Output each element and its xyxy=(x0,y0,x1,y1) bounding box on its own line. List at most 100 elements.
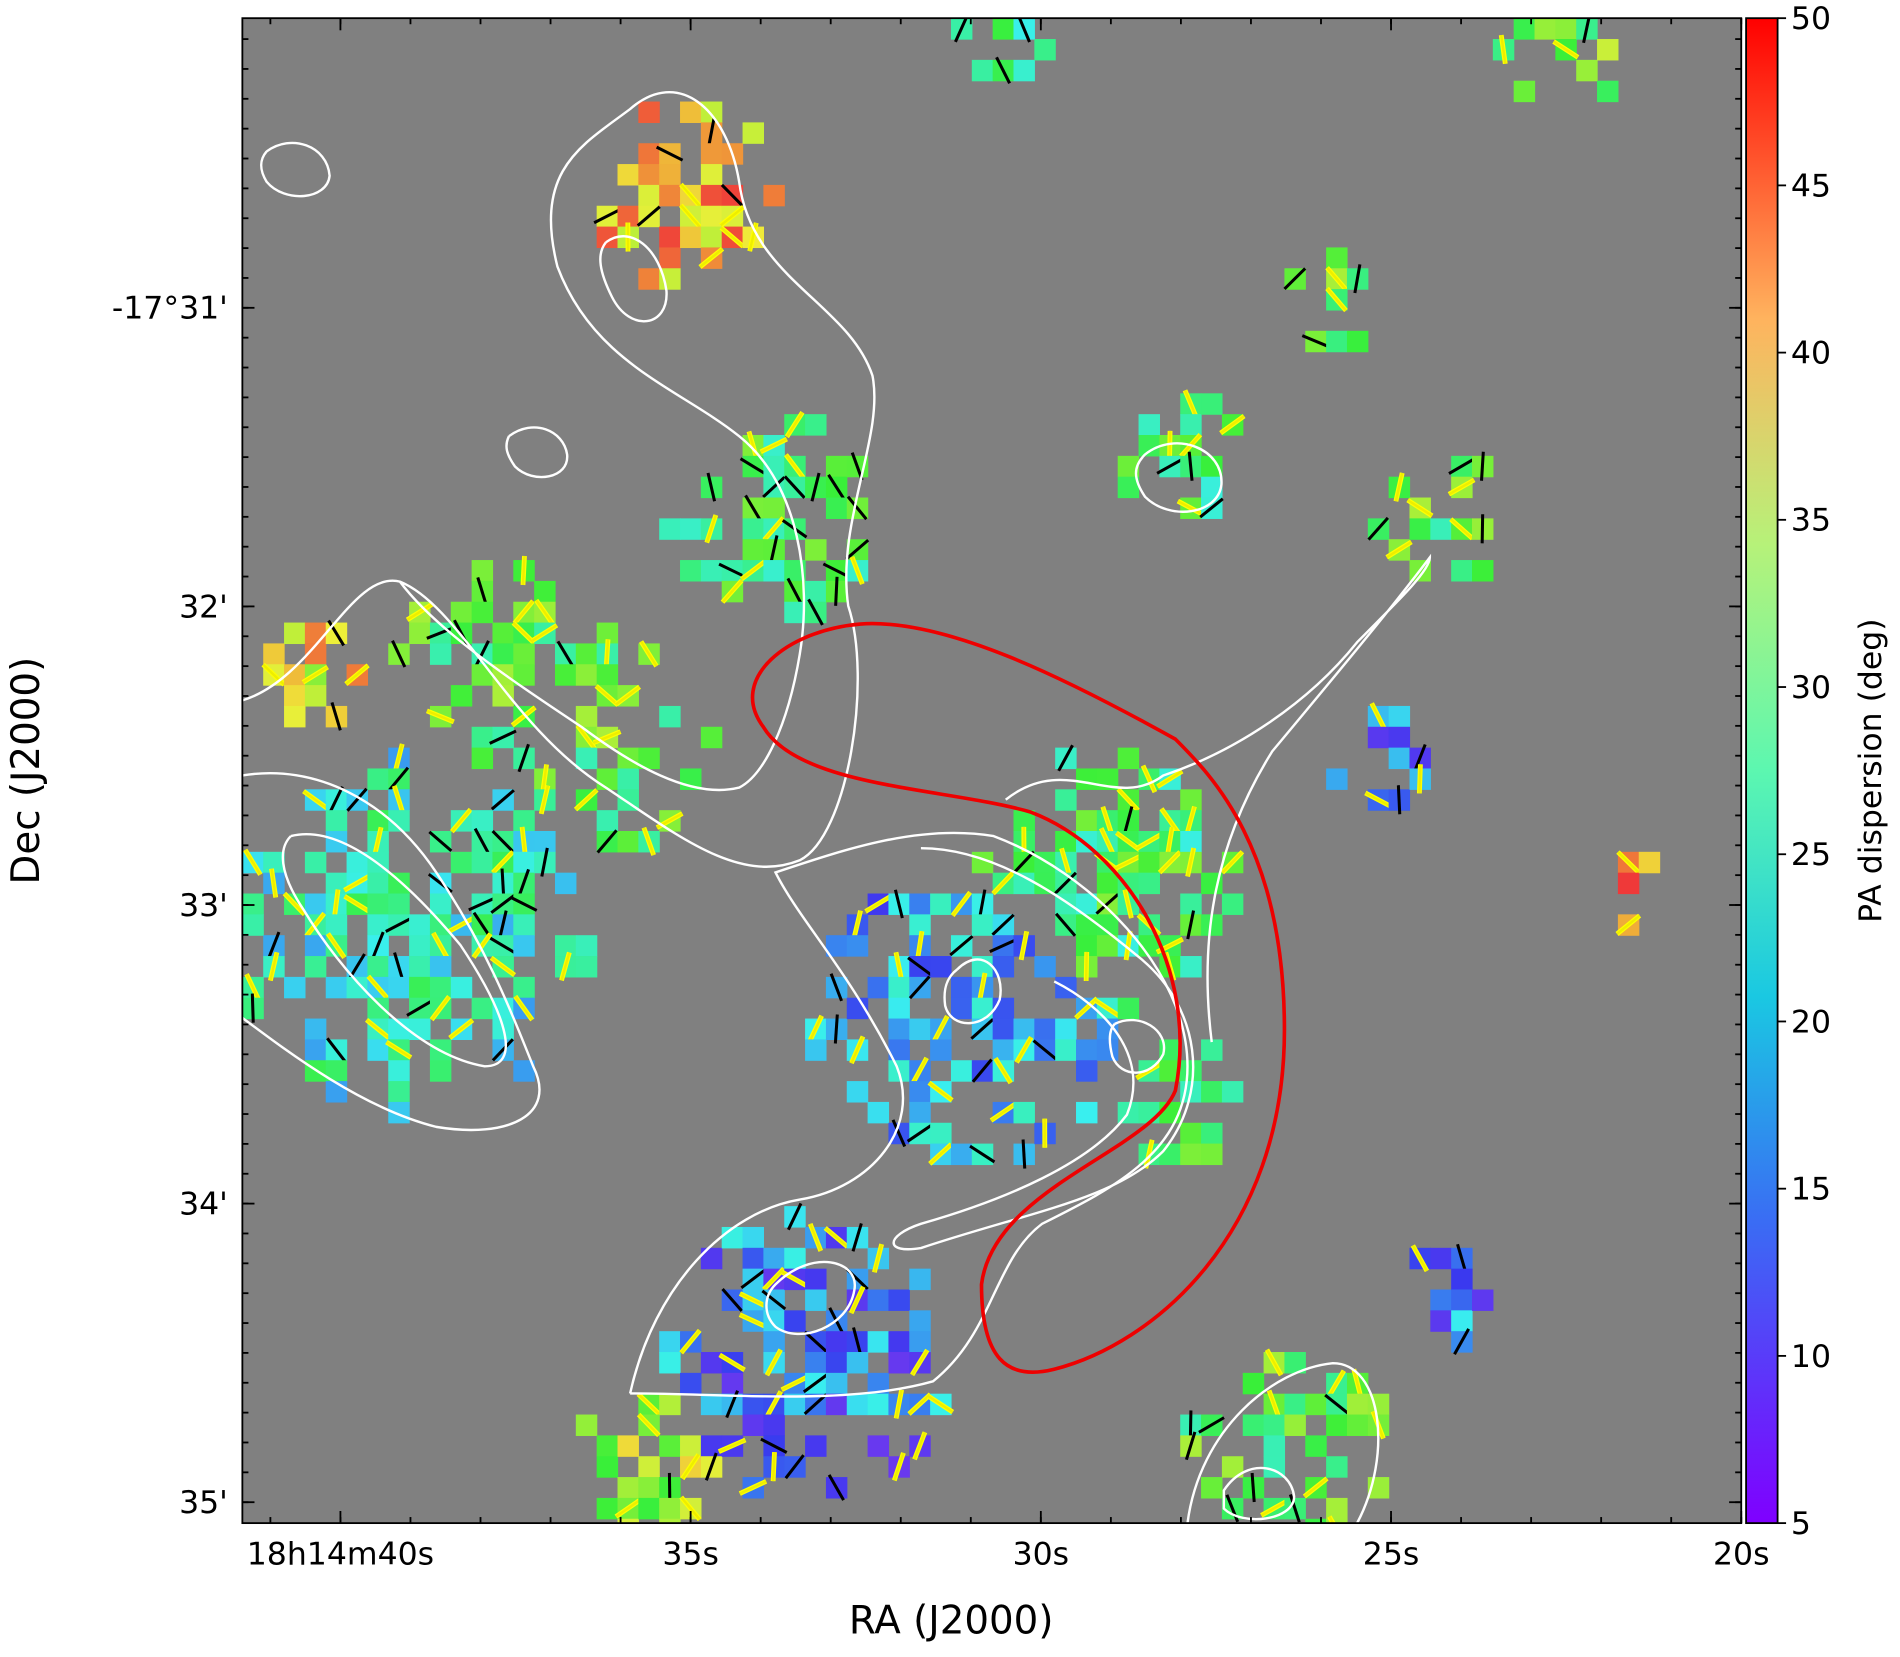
contour xyxy=(1004,553,1432,1043)
polarization-vector-core xyxy=(345,664,369,685)
polarization-vector-core xyxy=(642,827,655,856)
map-cell xyxy=(1284,1352,1306,1374)
map-cell xyxy=(1326,768,1348,790)
map-cell xyxy=(1284,1414,1306,1436)
map-cell xyxy=(1013,59,1035,82)
map-cell xyxy=(471,997,494,1020)
map-cell xyxy=(846,1393,869,1416)
map-cell xyxy=(325,914,348,936)
polarization-vector-core xyxy=(365,1018,390,1040)
map-cell xyxy=(1388,726,1411,749)
polarization-vector-core xyxy=(916,931,924,961)
map-cell xyxy=(867,1331,890,1353)
polarization-vector-core xyxy=(850,1286,865,1314)
map-cell xyxy=(805,1435,827,1457)
map-cell xyxy=(617,1435,639,1457)
polarization-vector xyxy=(655,145,684,162)
map-cell xyxy=(742,1226,765,1249)
polarization-vector xyxy=(596,829,618,854)
map-background xyxy=(242,18,1742,1524)
map-cell xyxy=(1201,393,1223,415)
polarization-vector-core xyxy=(333,889,340,919)
contour xyxy=(1222,1466,1296,1521)
y-tick-label: 35' xyxy=(179,1485,228,1521)
polarization-vector-core xyxy=(824,1227,849,1248)
map-cell xyxy=(388,1018,410,1041)
map-cell xyxy=(638,101,660,123)
polarization-vector xyxy=(907,956,933,977)
polarization-vector-core xyxy=(514,995,534,1021)
map-cell xyxy=(888,1352,910,1374)
contour xyxy=(242,771,541,1132)
polarization-vector xyxy=(489,729,517,745)
polarization-vector-core xyxy=(1406,499,1433,517)
map-cell xyxy=(1472,1289,1494,1311)
polarization-vector xyxy=(491,1038,514,1062)
polarization-vector xyxy=(1032,1039,1057,1061)
polarization-vector xyxy=(473,827,491,855)
polarization-vector-core xyxy=(978,972,987,1002)
map-cell xyxy=(596,664,619,686)
map-cell xyxy=(1117,455,1140,478)
polarization-vector-core xyxy=(326,932,346,959)
contour xyxy=(765,1260,856,1336)
polarization-vector xyxy=(810,472,821,502)
polarization-vector xyxy=(636,205,661,227)
map-cell xyxy=(1138,414,1160,436)
polarization-vector-core xyxy=(512,621,535,645)
map-cell xyxy=(1034,39,1056,61)
polarization-vector xyxy=(1122,806,1134,836)
polarization-vector xyxy=(328,785,344,814)
x-axis-label: RA (J2000) xyxy=(849,1598,1054,1643)
map-cell xyxy=(659,1435,681,1457)
polarization-vector-core xyxy=(302,666,329,684)
map-cell xyxy=(429,643,452,665)
map-cell xyxy=(805,1352,827,1374)
polarization-vector xyxy=(721,1287,743,1312)
polarization-vector xyxy=(489,936,517,955)
polarization-vector-core xyxy=(1326,287,1347,312)
polarization-vector-core xyxy=(406,603,433,621)
polarization-vector-core xyxy=(932,1015,949,1043)
map-cell xyxy=(638,1456,660,1478)
map-cell xyxy=(700,726,723,749)
polarization-vector-core xyxy=(951,891,972,917)
map-cell xyxy=(513,810,535,832)
contour xyxy=(943,958,1002,1025)
polarization-vector-core xyxy=(531,624,558,642)
polarization-vector xyxy=(954,18,968,43)
map-cell xyxy=(742,539,765,561)
map-cell xyxy=(971,997,994,1020)
polarization-vector xyxy=(949,935,974,957)
map-cell xyxy=(909,1081,931,1103)
map-cell xyxy=(1513,18,1536,40)
polarization-vector xyxy=(1187,451,1194,481)
polarization-vector xyxy=(802,1373,829,1394)
map-cell xyxy=(1326,1456,1348,1478)
map-cell xyxy=(388,893,410,915)
x-tick-label: 30s xyxy=(1013,1536,1070,1572)
map-cell xyxy=(721,1372,744,1395)
map-cell xyxy=(700,101,723,123)
map-cell xyxy=(1034,956,1056,978)
map-cell xyxy=(825,1352,848,1374)
polarization-vector-core xyxy=(893,1452,905,1481)
y-tick-label: 33' xyxy=(179,888,228,924)
map-cell xyxy=(992,18,1015,40)
polarization-vector xyxy=(426,626,455,640)
polarization-vector xyxy=(991,913,1015,936)
polarization-vector-core xyxy=(305,912,326,937)
polarization-vector-core xyxy=(992,871,1014,895)
map-cell xyxy=(930,956,952,978)
map-cell xyxy=(450,851,473,874)
polarization-vector xyxy=(266,931,281,960)
map-cell xyxy=(596,768,619,790)
y-tick-label: 34' xyxy=(179,1187,228,1223)
map-cell xyxy=(909,1018,931,1041)
polarization-vector-core xyxy=(1117,788,1139,812)
colorbar-tick-label: 50 xyxy=(1791,1,1831,37)
polarization-vector-core xyxy=(511,706,536,727)
map-cell xyxy=(867,1393,890,1416)
map-cell xyxy=(659,184,681,207)
map-cell xyxy=(1055,830,1077,853)
